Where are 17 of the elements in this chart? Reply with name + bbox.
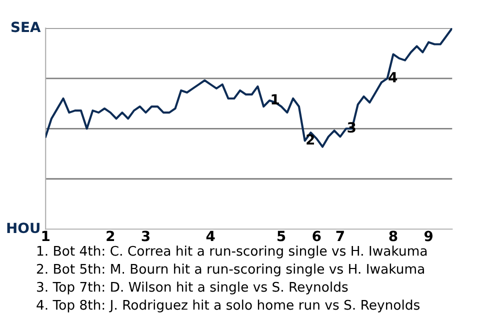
x-tick-label: 3 <box>142 230 150 242</box>
text: 2. Bot 5th: M. Bourn hit a run-scoring single vs H. Iwakuma <box>36 264 424 276</box>
annotation: 2 <box>306 134 314 145</box>
text: 4. Top 8th: J. Rodriguez hit a solo home run vs S. Reynolds <box>36 300 420 312</box>
x-tick-label: 4 <box>206 230 215 242</box>
x-tick-label: 9 <box>424 230 433 242</box>
x-tick-label: 1 <box>42 230 50 242</box>
annotation: 4 <box>388 72 398 82</box>
x-tick-label: 8 <box>389 230 398 242</box>
text: 3. Top 7th: D. Wilson hit a single vs S. Reynolds <box>37 282 348 294</box>
x-tick-label: 7 <box>336 230 344 242</box>
text: HOU <box>7 222 40 234</box>
text: 1. Bot 4th: C. Correa hit a run-scoring single vs H. Iwakuma <box>37 246 427 258</box>
x-tick-label: 6 <box>312 230 321 242</box>
x-tick-label: 2 <box>106 230 114 242</box>
text: SEA <box>11 22 41 32</box>
x-tick-label: 5 <box>278 230 286 242</box>
